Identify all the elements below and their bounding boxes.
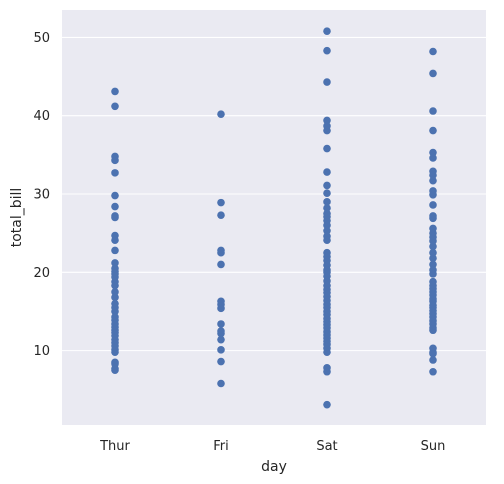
y-tick-label: 40 — [33, 109, 50, 124]
x-tick-labels: Thur Fri Sat Sun — [99, 439, 445, 454]
data-point — [323, 400, 331, 409]
data-point — [323, 204, 331, 212]
data-point — [217, 320, 225, 328]
data-point — [429, 214, 437, 223]
data-point — [323, 78, 331, 86]
x-tick-label: Sat — [316, 439, 337, 454]
data-point — [429, 47, 437, 56]
data-point — [323, 46, 331, 55]
data-point — [217, 198, 225, 207]
data-point — [111, 87, 119, 96]
data-point — [429, 148, 437, 157]
data-point — [217, 357, 225, 366]
data-point — [323, 348, 331, 356]
data-point — [429, 248, 437, 257]
data-point — [429, 69, 437, 78]
data-point — [429, 201, 437, 209]
data-point — [429, 237, 437, 245]
data-point — [429, 356, 437, 364]
data-point — [429, 326, 437, 335]
y-tick-labels: 10 20 30 40 50 — [33, 31, 50, 359]
y-tick-label: 30 — [33, 188, 50, 203]
data-point — [429, 260, 437, 269]
data-point — [429, 242, 437, 251]
x-tick-label: Fri — [213, 439, 229, 454]
y-axis-label: total_bill — [9, 188, 25, 248]
data-point — [323, 27, 331, 35]
data-point — [217, 329, 225, 338]
data-point — [323, 221, 331, 230]
data-point — [111, 259, 119, 267]
data-point — [323, 168, 331, 176]
data-point — [323, 367, 331, 376]
plot-background — [62, 10, 486, 425]
data-point — [323, 144, 331, 153]
data-point — [217, 110, 225, 118]
data-points — [111, 27, 437, 409]
data-point — [217, 211, 225, 219]
x-axis-label: day — [261, 459, 287, 475]
data-point — [429, 367, 437, 376]
data-point — [111, 293, 119, 302]
data-point — [429, 176, 437, 185]
y-tick-label: 20 — [33, 266, 50, 281]
data-point — [111, 191, 119, 200]
x-tick-label: Thur — [99, 439, 130, 454]
data-point — [111, 366, 119, 374]
data-point — [323, 189, 331, 198]
data-point — [323, 227, 331, 235]
data-point — [429, 190, 437, 199]
data-point — [429, 154, 437, 162]
data-point — [429, 107, 437, 115]
data-point — [111, 281, 119, 290]
data-point — [217, 248, 225, 257]
data-point — [323, 198, 331, 206]
data-point — [217, 260, 225, 269]
y-tick-label: 10 — [33, 344, 50, 359]
data-point — [323, 116, 331, 125]
data-point — [429, 349, 437, 358]
data-point — [111, 102, 119, 111]
data-point — [323, 236, 331, 245]
data-point — [429, 254, 437, 263]
data-point — [111, 236, 119, 245]
data-point — [111, 288, 119, 296]
data-point — [217, 346, 225, 354]
data-point — [111, 307, 119, 316]
data-point — [323, 126, 331, 135]
data-point — [217, 304, 225, 313]
data-point — [323, 181, 331, 190]
data-point — [217, 335, 225, 344]
data-point — [111, 156, 119, 165]
grid-lines — [62, 36, 486, 352]
data-point — [111, 202, 119, 211]
data-point — [429, 270, 437, 278]
data-point — [429, 171, 437, 180]
data-point — [217, 379, 225, 388]
y-tick-label: 50 — [33, 31, 50, 46]
data-point — [111, 213, 119, 222]
data-point — [111, 348, 119, 356]
data-point — [429, 126, 437, 135]
x-tick-label: Sun — [421, 439, 446, 454]
data-point — [111, 246, 119, 255]
data-point — [111, 169, 119, 177]
